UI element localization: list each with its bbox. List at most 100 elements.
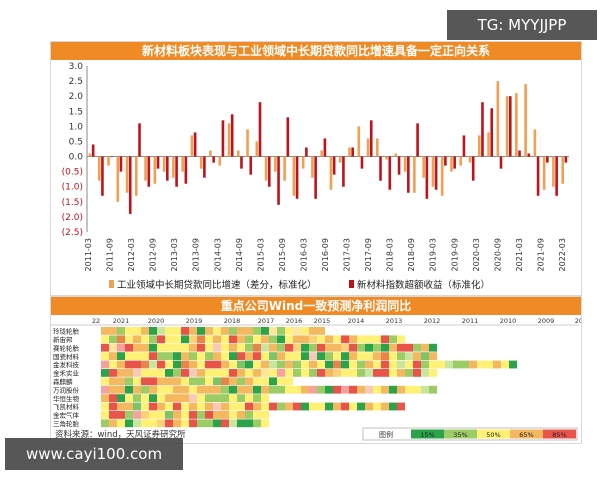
heatmap-cell [181,402,189,411]
heatmap-cell [237,377,245,386]
heatmap-cell [373,352,381,360]
bar-series-2 [175,156,178,187]
heatmap-cell [205,394,213,402]
heatmap-cell [357,385,365,394]
heatmap-cell [301,402,309,411]
heatmap-cell [261,402,269,411]
heatmap-cell [189,327,197,335]
heatmap-cell [285,360,293,369]
x-tick-label: 2014-09 [235,238,244,271]
heatmap-cell [253,352,261,360]
heatmap-cell [197,335,205,344]
heatmap-cell [221,402,229,411]
bar-series-2 [91,144,95,157]
heatmap-cell [373,369,381,377]
heatmap-cell [261,385,269,394]
heatmap-cell [317,385,325,394]
y-tick-label: 0.5 [69,137,83,147]
bar-series-2 [360,156,364,169]
bar-series-1 [366,138,370,157]
heatmap-legend-value: 85% [552,431,566,439]
heatmap-cell [285,385,293,394]
heatmap-cell [245,352,253,360]
bar-series-2 [101,156,104,196]
heatmap-cell [301,385,309,394]
heatmap-cell [405,385,413,394]
heatmap-cell [101,385,109,394]
heatmap-cell [293,343,301,352]
bar-series-2 [277,156,280,205]
heatmap-cell [325,402,333,411]
bar-series-1 [209,150,212,157]
heatmap-cell [333,402,341,411]
heatmap-cell [213,369,221,377]
heatmap-cell [141,335,149,344]
heatmap-cell [189,419,197,428]
heatmap-cell [237,411,245,419]
bar-series-1 [320,150,323,157]
bar-series-1 [227,123,231,157]
heatmap-cell [213,343,221,352]
heatmap-cell [109,377,117,386]
heatmap-cell [221,343,229,352]
heatmap-cell [197,402,205,411]
heatmap-cell [413,360,421,369]
bar-series-2 [555,156,558,196]
bar-series-2 [462,135,466,157]
heatmap-cell [285,335,293,344]
source-note: 资料来源：wind，天风证券研究所 [55,429,186,440]
heatmap-cell [157,352,165,360]
bar-series-1 [552,156,555,187]
bar-series-1 [218,156,222,166]
heatmap-cell [149,394,157,402]
heatmap-cell [277,402,285,411]
heatmap-legend-value: 35% [453,431,467,439]
bar-series-2 [138,123,141,157]
heatmap-cell [133,377,141,386]
bar-series-2 [397,156,401,175]
heatmap-cell [141,327,149,335]
heatmap-cell [245,411,253,419]
heatmap-cell [117,360,125,369]
bar-series-2 [314,156,317,199]
heatmap-cell [293,360,301,369]
bar-series-1 [329,156,333,190]
heatmap-cell [189,352,197,360]
heatmap-cell [157,377,165,386]
heatmap-cell [245,360,253,369]
bar-chart: 3.0 2.5 2.0 1.5 1.0 0.5 0.0 (0.5) (1.0) (1.5) (2.0… [62,62,569,291]
heatmap-chart: 22 2021 2020 2019 2018 2017 2016 2015 2014 2013 20… [51,317,591,441]
heatmap-cell [141,419,149,428]
heatmap-cell [357,352,365,360]
heatmap-cell [165,394,173,402]
heatmap-col-header: 2018 [224,317,241,325]
bar-series-1 [348,147,351,157]
heatmap-col-header: 2012 [424,317,441,325]
heatmap-cell [341,402,349,411]
heatmap-cell [261,419,269,428]
bar-series-1 [524,84,527,157]
heatmap-cell [269,327,277,335]
heatmap-cell [261,411,269,419]
x-tick-label: 2021-03 [515,238,524,271]
heatmap-cell [197,360,205,369]
heatmap-cell [101,419,109,428]
heatmap-col-header: 2015 [314,317,331,325]
heatmap-cell [109,369,117,377]
heatmap-cell [237,343,245,352]
heatmap-cell [349,402,357,411]
heatmap-cell [373,360,381,369]
heatmap-cell [357,369,365,377]
heatmap-row-label: 赛轮轮胎 [53,343,80,352]
heatmap-legend-swatch [477,429,510,439]
heatmap-cell [245,377,253,386]
heatmap-cell [253,419,261,428]
bar-series-2 [546,156,549,163]
heatmap-cell [365,352,373,360]
heatmap-cell [133,360,141,369]
heatmap-cell [413,385,421,394]
heatmap-cell [237,335,245,344]
heatmap-cell [165,419,173,428]
heatmap-cell [421,369,429,377]
heatmap-cell [341,369,349,377]
